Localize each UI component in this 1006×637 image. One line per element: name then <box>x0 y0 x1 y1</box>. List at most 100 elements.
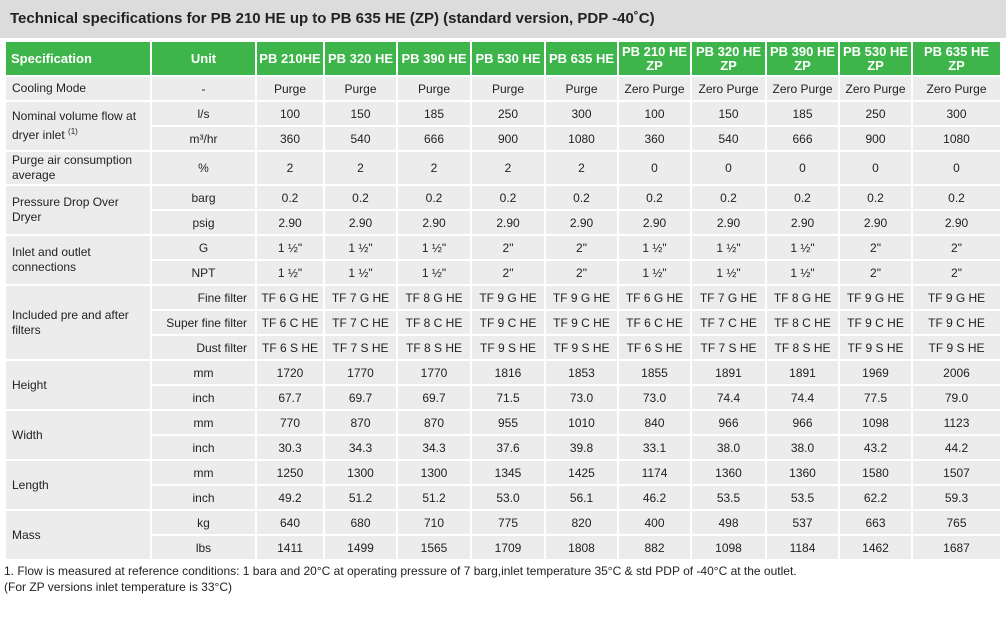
value-cell: TF 9 G HE <box>470 284 546 311</box>
value-cell: 53.0 <box>470 484 546 511</box>
value-cell: 1770 <box>396 359 472 386</box>
value-cell: TF 8 G HE <box>765 284 840 311</box>
unit-cell: inch <box>150 484 257 511</box>
value-cell: 1300 <box>323 459 398 486</box>
value-cell: 2 <box>255 150 325 186</box>
value-cell: 1360 <box>690 459 767 486</box>
table-row: Nominal volume flow at dryer inlet (1) l/… <box>4 100 1002 152</box>
note: 1. Flow is measured at reference conditi… <box>4 564 797 578</box>
header-cell: PB 635 HE ZP <box>911 40 1002 77</box>
header-cell: Specification <box>4 40 152 77</box>
value-cell: 0 <box>911 150 1002 186</box>
value-cell: 2.90 <box>255 209 325 236</box>
value-cell: TF 9 G HE <box>911 284 1002 311</box>
table-row: Cooling Mode - Purge Purge Purge Purge Purge Ze… <box>4 75 1002 102</box>
value-cell: 1010 <box>544 409 619 436</box>
spec-text: Purge air consumption average <box>12 153 133 182</box>
value-cell: 38.0 <box>690 434 767 461</box>
value-cell: 0.2 <box>690 184 767 211</box>
value-cell: 73.0 <box>544 384 619 411</box>
value-cell: 1855 <box>617 359 692 386</box>
value-cell: 0.2 <box>255 184 325 211</box>
value-cell: 710 <box>396 509 472 536</box>
value-cell: TF 6 C HE <box>255 309 325 336</box>
value-cell: 2.90 <box>617 209 692 236</box>
value-cell: 498 <box>690 509 767 536</box>
value-cell: 2.90 <box>544 209 619 236</box>
value-cell: 185 <box>765 100 840 127</box>
unit-cell: l/s <box>150 100 257 127</box>
unit-cell: Fine filter <box>150 284 257 311</box>
value-cell: 870 <box>323 409 398 436</box>
value-cell: TF 7 C HE <box>323 309 398 336</box>
table-row: lbs 1411 1499 1565 1709 1808 882 1098 1184 1462 16… <box>5 534 1002 561</box>
spec-cell: Pressure Drop Over Dryer <box>4 184 152 236</box>
value-cell: TF 9 C HE <box>911 309 1002 336</box>
value-cell: Zero Purge <box>911 75 1002 102</box>
value-cell: 2.90 <box>911 209 1002 236</box>
spec-cell: Inlet and outlet connections <box>4 234 152 286</box>
value-cell: 1720 <box>255 359 325 386</box>
spec-cell: Cooling Mode <box>4 75 152 102</box>
value-cell: 33.1 <box>617 434 692 461</box>
value-cell: TF 7 S HE <box>323 334 398 361</box>
unit-cell: Super fine filter <box>150 309 257 336</box>
value-cell: 1 ½" <box>690 259 767 286</box>
spec-cell: Purge air consumption average <box>4 150 152 186</box>
table-row: Inlet and outlet connections G 1 ½" 1 ½" 1 ½… <box>4 234 1002 286</box>
value-cell: 1345 <box>470 459 546 486</box>
table-row: Width mm 770 870 870 955 1010 840 966 966 1098 1123 <box>4 409 1002 461</box>
value-cell: 360 <box>255 125 325 152</box>
value-cell: 74.4 <box>690 384 767 411</box>
value-cell: 2 <box>470 150 546 186</box>
value-cell: 1891 <box>690 359 767 386</box>
value-cell: 1 ½" <box>255 234 325 261</box>
title: Technical specifications for PB 210 HE u… <box>0 0 1006 38</box>
value-cell: TF 8 C HE <box>765 309 840 336</box>
value-cell: 56.1 <box>544 484 619 511</box>
value-cell: 51.2 <box>396 484 472 511</box>
value-cell: 1462 <box>838 534 913 561</box>
value-cell: 0.2 <box>396 184 472 211</box>
value-cell: 0.2 <box>544 184 619 211</box>
value-cell: TF 7 G HE <box>690 284 767 311</box>
value-cell: 53.5 <box>690 484 767 511</box>
spec-text: Width <box>12 427 43 442</box>
value-cell: 74.4 <box>765 384 840 411</box>
header-cell: PB 635 HE <box>544 40 619 77</box>
value-cell: 666 <box>765 125 840 152</box>
spec-text: Cooling Mode <box>12 81 87 95</box>
value-cell: 100 <box>255 100 325 127</box>
value-cell: 73.0 <box>617 384 692 411</box>
value-cell: 2.90 <box>838 209 913 236</box>
value-cell: 1 ½" <box>765 234 840 261</box>
value-cell: 1250 <box>255 459 325 486</box>
value-cell: TF 9 S HE <box>470 334 546 361</box>
spec-text: Pressure Drop Over Dryer <box>12 195 119 224</box>
value-cell: 69.7 <box>323 384 398 411</box>
table-row: Included pre and after filters Fine filte… <box>4 284 1002 361</box>
spec-cell: Mass <box>4 509 152 561</box>
unit-cell: G <box>150 234 257 261</box>
header-cell: PB 390 HE ZP <box>765 40 840 77</box>
spec-cell: Nominal volume flow at dryer inlet (1) <box>4 100 152 152</box>
value-cell: 775 <box>470 509 546 536</box>
value-cell: Zero Purge <box>838 75 913 102</box>
value-cell: 1184 <box>765 534 840 561</box>
value-cell: 765 <box>911 509 1002 536</box>
value-cell: 67.7 <box>255 384 325 411</box>
value-cell: TF 9 C HE <box>470 309 546 336</box>
value-cell: 34.3 <box>323 434 398 461</box>
table-row: Height mm 1720 1770 1770 1816 1853 1855 1891 1891… <box>4 359 1002 411</box>
value-cell: 43.2 <box>838 434 913 461</box>
value-cell: TF 9 G HE <box>544 284 619 311</box>
spec-table: Specification Unit PB 210HE PB 320 HE PB 390… <box>4 40 1002 561</box>
value-cell: 870 <box>396 409 472 436</box>
header-cell: PB 210HE <box>255 40 325 77</box>
value-cell: 62.2 <box>838 484 913 511</box>
value-cell: 300 <box>544 100 619 127</box>
value-cell: 1360 <box>765 459 840 486</box>
value-cell: 0.2 <box>323 184 398 211</box>
value-cell: 150 <box>690 100 767 127</box>
value-cell: Purge <box>255 75 325 102</box>
